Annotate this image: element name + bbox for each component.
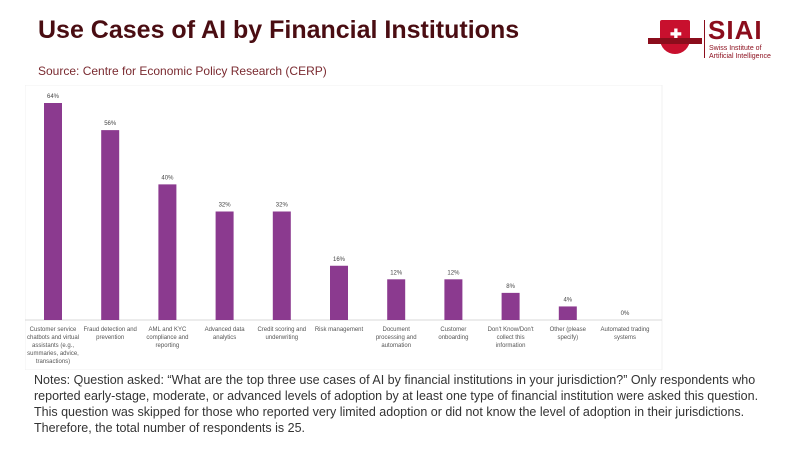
bar <box>501 292 520 320</box>
data-label: 16% <box>333 257 346 263</box>
shield-icon: ✚ <box>660 20 690 54</box>
data-label: 12% <box>390 270 403 276</box>
x-tick-label: Advanced data analytics <box>205 327 246 341</box>
x-tick-label: Automated trading systems <box>600 327 649 341</box>
source-text: Source: Centre for Economic Policy Resea… <box>38 64 327 78</box>
data-label: 40% <box>161 175 174 181</box>
data-label: 12% <box>447 270 460 276</box>
x-tick-label: Other (please specify) <box>550 327 587 341</box>
bar <box>101 130 120 320</box>
x-tick-label: Document processing and automation <box>376 327 417 349</box>
bar <box>215 211 234 320</box>
x-tick-label: Fraud detection and prevention <box>84 327 137 341</box>
notes-text: Notes: Question asked: “What are the top… <box>34 373 759 435</box>
data-label: 4% <box>563 297 572 303</box>
siai-logo: ✚ SIAI Swiss Institute of Artificial Inte… <box>648 15 788 62</box>
x-tick-label: AML and KYC compliance and reporting <box>146 327 188 349</box>
bar <box>158 184 177 320</box>
x-tick-label: Risk management <box>315 327 364 333</box>
bar <box>444 279 463 320</box>
x-tick-label: Customer service chatbots and virtual assi… <box>27 327 79 365</box>
data-label: 0% <box>621 311 630 317</box>
bar <box>558 306 577 320</box>
logo-subtitle: Swiss Institute of Artificial Intelligenc… <box>709 45 771 60</box>
page-title: Use Cases of AI by Financial Institution… <box>38 16 520 44</box>
bar-chart: 64% Customer service chatbots and virtual a… <box>25 85 663 370</box>
data-label: 32% <box>219 203 232 209</box>
logo-name: SIAI <box>708 15 763 45</box>
data-label: 56% <box>104 121 117 127</box>
data-label: 64% <box>47 94 60 100</box>
ribbon <box>648 38 702 44</box>
plot-area <box>25 85 663 370</box>
bar <box>44 103 62 320</box>
bar <box>272 211 291 320</box>
data-label: 32% <box>276 203 289 209</box>
bar <box>387 279 406 320</box>
x-tick-label: Customer onboarding <box>438 327 468 341</box>
x-tick-label: Credit scoring and underwriting <box>257 327 306 341</box>
bar <box>330 265 348 320</box>
x-tick-label: Don't Know/Don't collect this information <box>488 327 534 349</box>
logo-divider <box>704 20 705 58</box>
data-label: 8% <box>506 284 515 290</box>
